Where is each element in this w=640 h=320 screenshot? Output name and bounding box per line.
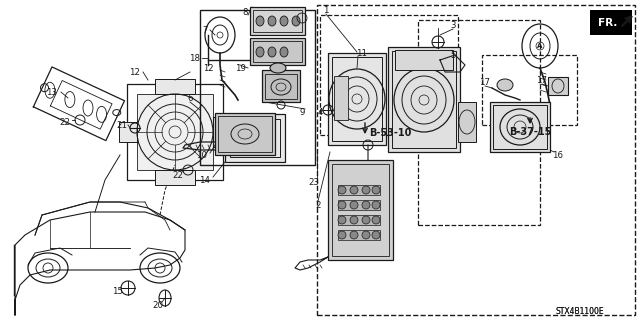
Bar [230, 119, 280, 157]
Bar [338, 215, 380, 225]
Bar [155, 79, 195, 94]
Text: 23: 23 [308, 178, 319, 187]
Bar [235, 136, 255, 152]
Text: 22: 22 [173, 171, 184, 180]
Ellipse shape [270, 63, 286, 73]
Bar [119, 122, 137, 142]
Bar [548, 77, 568, 95]
Ellipse shape [350, 231, 358, 239]
Ellipse shape [372, 186, 380, 194]
Ellipse shape [338, 186, 346, 194]
Ellipse shape [372, 201, 380, 209]
Ellipse shape [350, 216, 358, 224]
Text: B-37-15: B-37-15 [509, 127, 551, 137]
Text: 6: 6 [188, 93, 193, 102]
Text: 18: 18 [189, 53, 200, 62]
Text: 20: 20 [152, 300, 163, 309]
Ellipse shape [362, 186, 370, 194]
Ellipse shape [362, 216, 370, 224]
Bar [213, 117, 231, 147]
Text: 17: 17 [479, 77, 490, 86]
Text: 15: 15 [113, 287, 124, 297]
Ellipse shape [362, 231, 370, 239]
Bar [338, 230, 380, 240]
Bar [338, 185, 380, 195]
Text: STX4B1100E: STX4B1100E [556, 308, 604, 316]
Bar [482, 55, 577, 125]
Ellipse shape [280, 16, 288, 26]
Bar [265, 74, 297, 99]
Ellipse shape [362, 201, 370, 209]
Bar [250, 7, 305, 35]
Ellipse shape [497, 79, 513, 91]
Bar [328, 53, 386, 145]
Bar [225, 114, 285, 162]
Bar [262, 70, 300, 102]
Text: 12: 12 [129, 68, 141, 76]
Text: 14: 14 [200, 175, 211, 185]
Bar [338, 200, 380, 210]
Ellipse shape [372, 216, 380, 224]
Bar [320, 15, 458, 135]
Bar [317, 5, 635, 315]
Ellipse shape [350, 186, 358, 194]
Bar [253, 10, 302, 32]
Text: 11: 11 [356, 49, 367, 58]
Text: 1: 1 [323, 5, 329, 14]
Text: STX4B1100E: STX4B1100E [556, 308, 604, 316]
Ellipse shape [256, 16, 264, 26]
Bar [332, 164, 389, 256]
Bar [328, 160, 393, 260]
Bar [200, 10, 315, 165]
Bar [253, 41, 302, 62]
Bar [215, 113, 275, 155]
Ellipse shape [268, 47, 276, 57]
Ellipse shape [268, 16, 276, 26]
Bar [458, 102, 476, 142]
Bar [155, 170, 195, 185]
Text: 19: 19 [235, 63, 245, 73]
Text: 16: 16 [552, 150, 563, 159]
Bar [334, 76, 348, 120]
Text: 5: 5 [451, 51, 456, 60]
Ellipse shape [280, 47, 288, 57]
Bar [127, 84, 223, 180]
Bar [590, 10, 632, 35]
Ellipse shape [338, 201, 346, 209]
Text: 7: 7 [202, 26, 208, 35]
Bar [395, 50, 453, 70]
Text: B-53-10: B-53-10 [369, 128, 411, 138]
Bar [418, 20, 540, 225]
Text: 17: 17 [536, 76, 547, 84]
Text: 10: 10 [196, 150, 207, 159]
Ellipse shape [338, 216, 346, 224]
Text: 9: 9 [300, 108, 305, 116]
Text: FR.: FR. [598, 18, 618, 28]
Text: 22: 22 [60, 117, 70, 126]
Bar [332, 57, 382, 141]
Ellipse shape [256, 47, 264, 57]
Bar [490, 102, 550, 152]
Bar [137, 94, 213, 170]
Text: 3: 3 [451, 20, 456, 29]
Text: 2: 2 [316, 201, 321, 210]
Text: 8: 8 [243, 7, 248, 17]
Text: 4: 4 [317, 108, 323, 116]
Bar [218, 116, 272, 152]
Bar [250, 38, 305, 65]
Ellipse shape [338, 231, 346, 239]
Ellipse shape [372, 231, 380, 239]
Bar [392, 51, 456, 148]
Text: 13: 13 [47, 87, 58, 97]
Bar [493, 105, 547, 149]
Text: A: A [538, 43, 543, 49]
Text: 21: 21 [116, 121, 127, 130]
Text: 12: 12 [203, 63, 213, 73]
Ellipse shape [350, 201, 358, 209]
Bar [388, 47, 460, 152]
Ellipse shape [292, 16, 300, 26]
